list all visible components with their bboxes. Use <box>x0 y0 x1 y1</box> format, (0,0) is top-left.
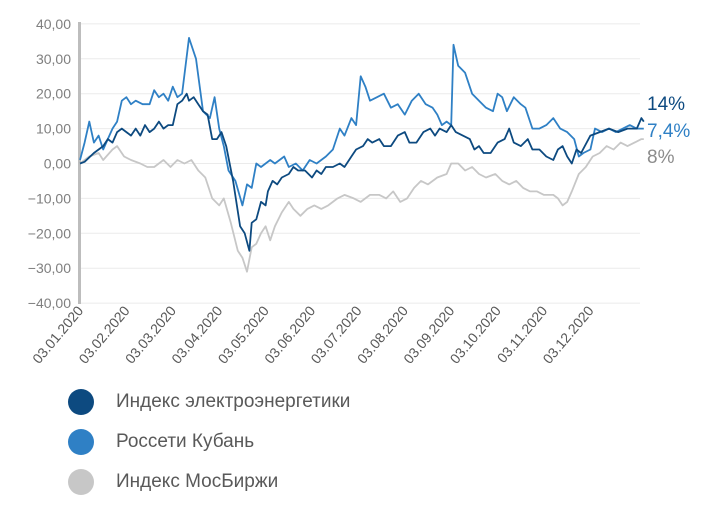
y-tick-label: 10,00 <box>36 121 71 137</box>
y-axis-line <box>78 22 81 304</box>
legend-dot-icon <box>68 429 94 455</box>
end-labels: 14% 7,4% 8% <box>647 94 690 168</box>
series-lines <box>79 37 645 273</box>
y-tick-label: −20,00 <box>28 225 71 241</box>
series-end-label: 7,4% <box>647 121 690 142</box>
y-tick-label: 0,00 <box>44 156 71 172</box>
y-tick-label: −30,00 <box>28 260 71 276</box>
y-tick-label: 30,00 <box>36 51 71 67</box>
y-axis-ticks: 40,00 30,00 20,00 10,00 0,00 −10,00 −20,00 −30,… <box>28 16 71 311</box>
y-tick-label: 20,00 <box>36 86 71 102</box>
legend-label: Россети Кубань <box>116 431 255 452</box>
legend: Индекс электроэнергетики Россети Кубань … <box>68 382 350 502</box>
legend-dot-icon <box>68 389 94 415</box>
line-chart: 40,00 30,00 20,00 10,00 0,00 −10,00 −20,00 −30,… <box>28 16 691 367</box>
legend-dot-icon <box>68 469 94 495</box>
y-tick-label: −10,00 <box>28 190 71 206</box>
legend-item-rosseti-kuban[interactable]: Россети Кубань <box>68 422 350 462</box>
y-tick-label: 40,00 <box>36 16 71 32</box>
gridlines <box>80 23 640 304</box>
series-line <box>79 92 645 252</box>
series-end-label: 14% <box>647 94 685 115</box>
y-tick-label: −40,00 <box>28 295 71 311</box>
legend-item-moex-index[interactable]: Индекс МосБиржи <box>68 462 350 502</box>
series-end-label: 8% <box>647 147 675 168</box>
legend-label: Индекс МосБиржи <box>116 471 279 492</box>
series-line <box>79 37 644 207</box>
series-line <box>79 138 644 273</box>
legend-item-power-index[interactable]: Индекс электроэнергетики <box>68 382 350 422</box>
x-axis-ticks: 03.01.202003.02.202003.03.202003.04.2020… <box>29 302 597 366</box>
legend-label: Индекс электроэнергетики <box>116 391 351 412</box>
